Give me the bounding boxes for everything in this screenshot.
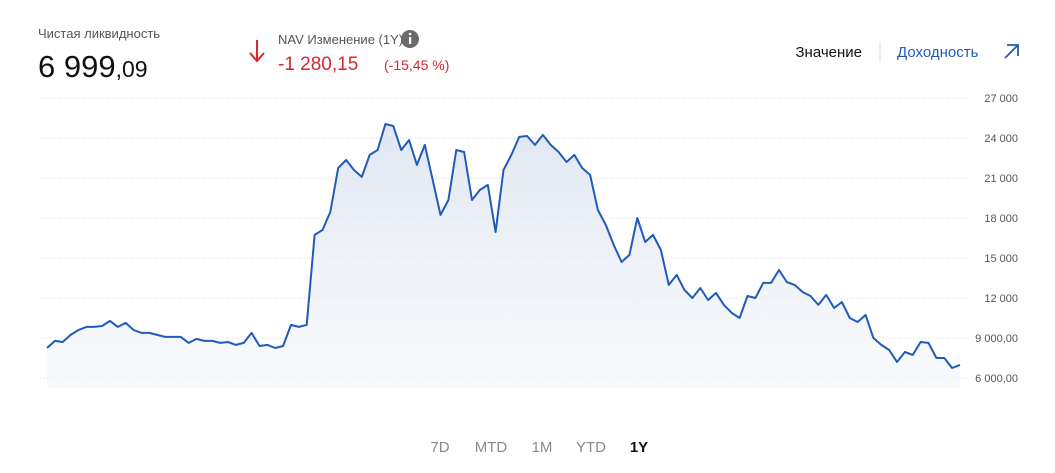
net-liquidity-int: 6 999 — [38, 49, 116, 84]
y-tick-label: 6 000,00 — [975, 373, 1018, 385]
toggle-return[interactable]: Доходность — [897, 44, 979, 61]
nav-label: NAV Изменение (1Y) — [278, 32, 403, 47]
tab[interactable]: YTD — [576, 439, 606, 456]
down-arrow — [249, 40, 265, 63]
external-link-icon[interactable] — [1004, 44, 1019, 59]
tab[interactable]: 1Y — [630, 439, 648, 456]
y-tick-label: 21 000 — [984, 173, 1018, 185]
tab[interactable]: MTD — [475, 439, 508, 456]
tab[interactable]: 7D — [430, 439, 449, 456]
y-tick-label: 18 000 — [984, 213, 1018, 225]
y-tick-label: 9 000,00 — [975, 333, 1018, 345]
info-icon[interactable] — [401, 30, 419, 48]
tab[interactable]: 1M — [532, 439, 553, 456]
tabs: 7D MTD 1M YTD 1Y — [430, 439, 648, 456]
y-tick-label: 24 000 — [984, 133, 1018, 145]
y-tick-label: 27 000 — [984, 93, 1018, 105]
plot: 27 000 24 000 21 000 18 000 15 000 12 000 9 00… — [40, 93, 1018, 388]
line — [46, 123, 961, 369]
toggle-value[interactable]: Значение — [795, 44, 862, 61]
y-tick-label: 15 000 — [984, 253, 1018, 265]
net-liquidity-frac: ,09 — [116, 56, 148, 82]
area — [47, 124, 960, 388]
nav-change: -1 280,15 — [278, 54, 358, 75]
net-liquidity-label: Чистая ликвидность — [38, 26, 160, 41]
net-liquidity-value: 6 999,09 — [38, 49, 148, 84]
y-tick-label: 12 000 — [984, 293, 1018, 305]
nav-change-pct: (-15,45 %) — [384, 57, 449, 73]
